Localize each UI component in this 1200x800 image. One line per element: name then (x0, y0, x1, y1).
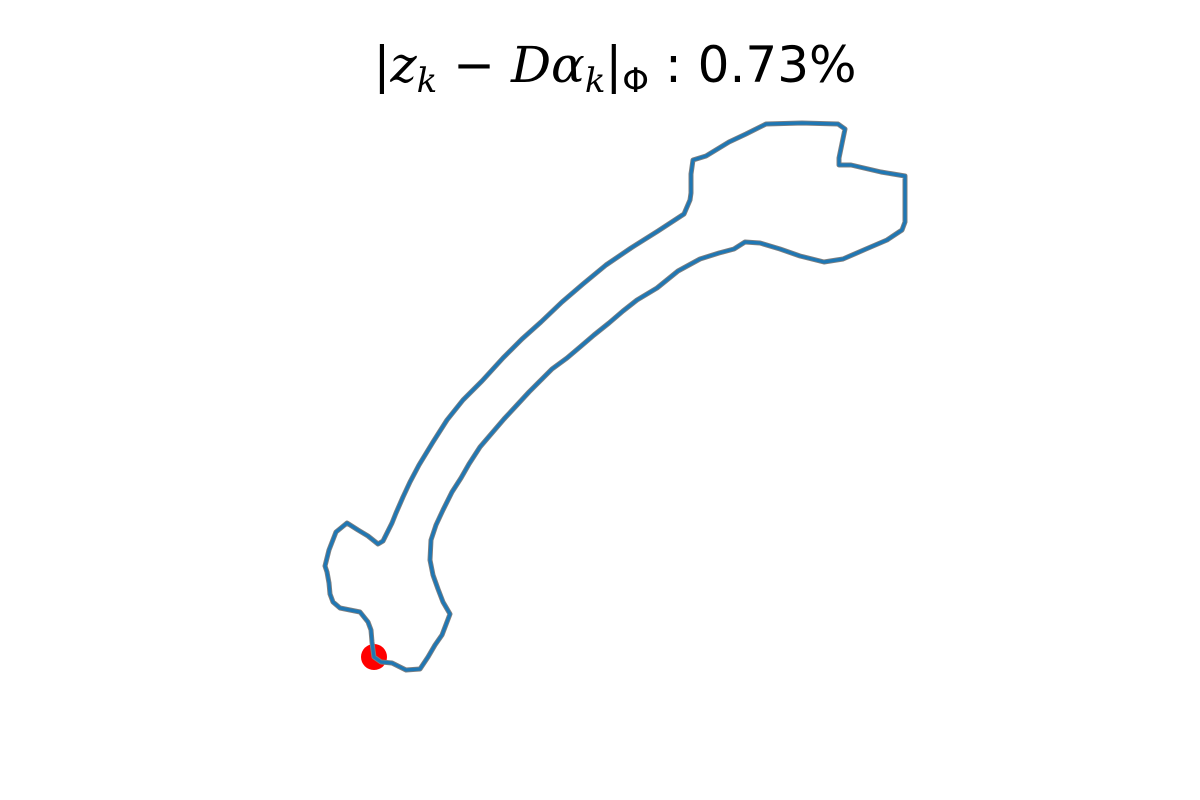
title-z-subscript: k (417, 61, 438, 101)
title-open-bar: | (373, 36, 390, 94)
chart-title: |zk − Dαk|Φ : 0.73% (373, 36, 856, 101)
title-d-symbol: D (510, 36, 551, 94)
title-minus: − (437, 36, 511, 94)
title-alpha-symbol: α (551, 36, 585, 94)
plot-area (322, 120, 908, 673)
series-line-reconstruction (323, 121, 907, 672)
title-value: : 0.73% (649, 36, 856, 94)
title-close-bar: | (605, 36, 622, 94)
title-z-symbol: z (389, 36, 417, 94)
title-alpha-subscript: k (585, 61, 606, 101)
title-norm-subscript: Φ (622, 61, 649, 101)
